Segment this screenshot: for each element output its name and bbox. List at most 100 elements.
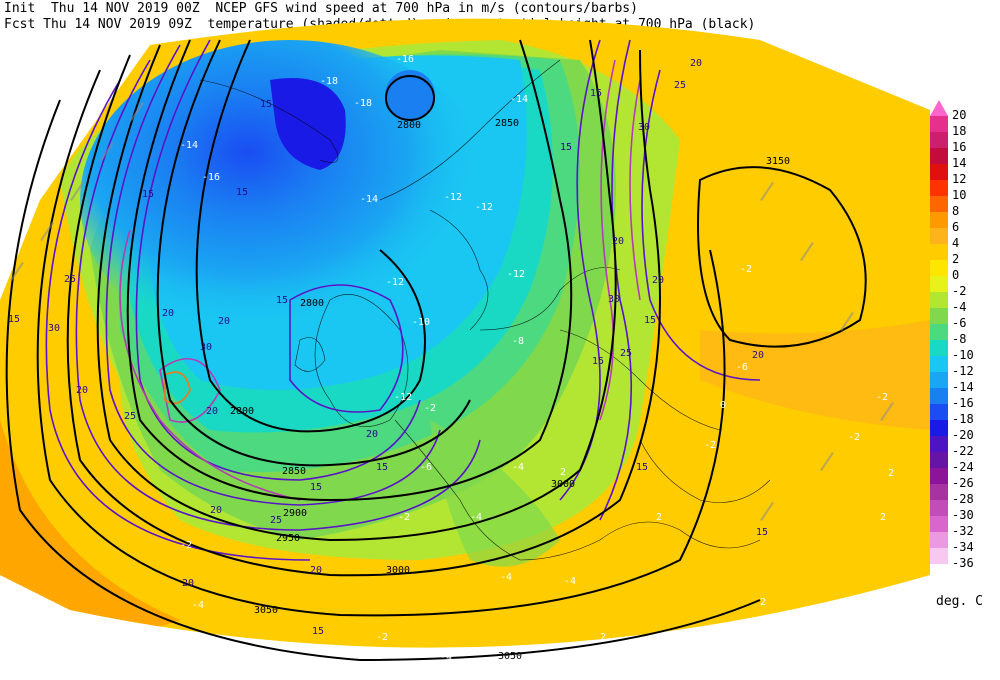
legend-swatch <box>930 132 948 148</box>
temperature-label: -18 <box>320 76 338 87</box>
legend-item: 6 <box>930 212 1000 234</box>
height-contour-label: 3050 <box>254 605 278 616</box>
weather-map: 2800 2850 2800 2800 2850 2900 2950 3000 3000 3050… <box>0 18 930 663</box>
temperature-label: -4 <box>192 600 204 611</box>
legend-item: -14 <box>930 372 1000 394</box>
legend-swatch <box>930 452 948 468</box>
legend-label: 8 <box>952 204 960 218</box>
legend-label: -18 <box>952 412 974 426</box>
legend-item: -28 <box>930 484 1000 506</box>
legend-item: 2 <box>930 244 1000 266</box>
legend-swatch <box>930 500 948 516</box>
legend-swatch <box>930 420 948 436</box>
height-contour-label: 2800 <box>300 298 324 309</box>
temperature-label: -14 <box>360 194 378 205</box>
wind-speed-label: 25 <box>124 411 136 422</box>
temperature-label: -4 <box>564 576 576 587</box>
legend-item: -26 <box>930 468 1000 490</box>
wind-speed-label: 15 <box>142 189 154 200</box>
wind-speed-label: 25 <box>620 348 632 359</box>
legend-label: 4 <box>952 236 960 250</box>
wind-speed-label: 30 <box>638 122 650 133</box>
wind-speed-label: 25 <box>64 274 76 285</box>
temperature-label: -16 <box>202 172 220 183</box>
legend-swatch <box>930 100 948 116</box>
legend-item: 4 <box>930 228 1000 250</box>
legend-swatch <box>930 404 948 420</box>
temperature-label: -2 <box>704 440 716 451</box>
legend-item: -2 <box>930 276 1000 298</box>
legend-item: 12 <box>930 164 1000 186</box>
legend-units: deg. C <box>936 594 983 609</box>
wind-speed-labels: 1515151520202020252530302015152025303025… <box>8 58 768 637</box>
legend-item: 14 <box>930 148 1000 170</box>
temperature-label: -16 <box>396 54 414 65</box>
legend-swatch <box>930 276 948 292</box>
temperature-label: -2 <box>740 264 752 275</box>
legend-label: -26 <box>952 476 974 490</box>
legend-swatch <box>930 356 948 372</box>
legend-swatch <box>930 228 948 244</box>
legend-swatch <box>930 164 948 180</box>
legend-label: 14 <box>952 156 967 170</box>
height-contour-label: 2850 <box>495 118 519 129</box>
legend-label: -32 <box>952 524 974 538</box>
legend-item: -10 <box>930 340 1000 362</box>
legend-item: -8 <box>930 324 1000 346</box>
temperature-label: -14 <box>510 94 528 105</box>
wind-speed-label: 20 <box>652 275 664 286</box>
legend-item: 16 <box>930 132 1000 154</box>
wind-speed-label: 20 <box>612 236 624 247</box>
temperature-label: -4 <box>440 652 452 663</box>
temperature-label: -2 <box>180 540 192 551</box>
wind-speed-label: 20 <box>366 429 378 440</box>
height-contours <box>5 39 867 662</box>
wind-speed-label: 25 <box>674 80 686 91</box>
wind-speed-label: 20 <box>162 308 174 319</box>
temperature-label: -18 <box>354 98 372 109</box>
legend-label: -22 <box>952 444 974 458</box>
legend-swatch <box>930 260 948 276</box>
temperature-label: -10 <box>412 317 430 328</box>
temperature-labels: -18 -18 -16 -14 -14 -16 -14 -12 -12 -12 -12 -10 -8 -4… <box>180 54 894 663</box>
height-contour-label: 3000 <box>386 565 410 576</box>
height-contour-label: 2800 <box>230 406 254 417</box>
temperature-label: -4 <box>470 512 482 523</box>
legend-item: 20 <box>930 100 1000 122</box>
legend-label: -14 <box>952 380 974 394</box>
legend-label: -34 <box>952 540 974 554</box>
legend-item: -24 <box>930 452 1000 474</box>
temperature-label: -8 <box>512 336 524 347</box>
legend-swatch <box>930 196 948 212</box>
wind-speed-label: 20 <box>76 385 88 396</box>
legend-swatch <box>930 244 948 260</box>
legend-label: -6 <box>952 316 967 330</box>
legend-label: 10 <box>952 188 967 202</box>
wind-speed-label: 15 <box>590 88 602 99</box>
wind-speed-label: 15 <box>376 462 388 473</box>
legend-label: 0 <box>952 268 960 282</box>
legend-item: -32 <box>930 516 1000 538</box>
temperature-label: 2 <box>880 512 886 523</box>
legend-label: -10 <box>952 348 974 362</box>
wind-speed-label: 15 <box>560 142 572 153</box>
temperature-label: -4 <box>512 462 524 473</box>
legend-item: -16 <box>930 388 1000 410</box>
legend-swatch <box>930 516 948 532</box>
temperature-label: -12 <box>394 392 412 403</box>
legend-swatch <box>930 308 948 324</box>
temperature-label: 2 <box>656 512 662 523</box>
height-contour-label: 2950 <box>276 533 300 544</box>
legend-item: 0 <box>930 260 1000 282</box>
wind-speed-label: 20 <box>690 58 702 69</box>
temperature-label: -2 <box>848 432 860 443</box>
temperature-label: -6 <box>736 362 748 373</box>
legend-label: -2 <box>952 284 967 298</box>
legend-swatch <box>930 484 948 500</box>
legend-swatch <box>930 372 948 388</box>
legend-label: -12 <box>952 364 974 378</box>
wind-speed-label: 15 <box>592 356 604 367</box>
height-contour-label: 2850 <box>282 466 306 477</box>
temperature-label: 2 <box>600 632 606 643</box>
legend-item: -12 <box>930 356 1000 378</box>
